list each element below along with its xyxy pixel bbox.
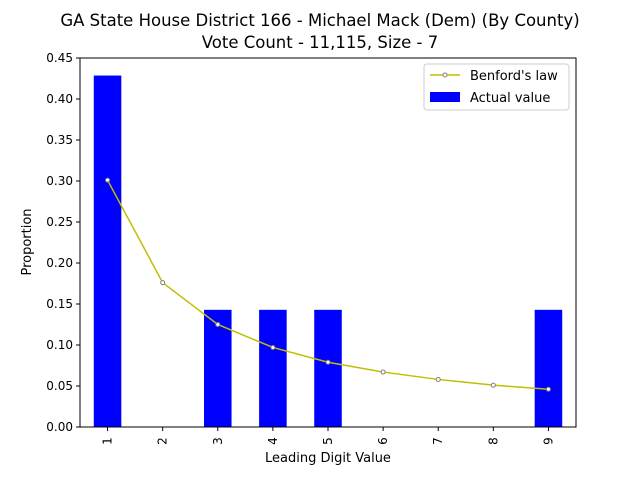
y-tick-label: 0.45 xyxy=(46,51,73,65)
x-tick-label: 1 xyxy=(101,437,115,445)
x-tick-label: 3 xyxy=(211,437,225,445)
y-tick-label: 0.15 xyxy=(46,297,73,311)
y-tick-label: 0.20 xyxy=(46,256,73,270)
legend-bar-swatch xyxy=(430,92,460,102)
y-tick-label: 0.25 xyxy=(46,215,73,229)
bar-4 xyxy=(259,309,287,427)
y-axis-label: Proportion xyxy=(20,208,35,275)
x-tick-label: 5 xyxy=(321,437,335,445)
x-tick-label: 4 xyxy=(266,437,280,445)
benford-point-2 xyxy=(160,280,166,286)
y-tick-label: 0.05 xyxy=(46,379,73,393)
benford-point-3 xyxy=(215,322,221,327)
chart-subtitle: Vote Count - 11,115, Size - 7 xyxy=(201,33,439,52)
y-tick-label: 0.30 xyxy=(46,174,73,188)
benford-point-9 xyxy=(545,386,551,392)
bar-1 xyxy=(93,75,122,427)
x-tick-label: 7 xyxy=(431,437,445,445)
bars-group xyxy=(93,75,563,427)
legend-label-benford: Benford's law xyxy=(470,69,558,84)
bar-5 xyxy=(314,309,342,427)
benford-point-7 xyxy=(435,376,441,382)
benford-point-1 xyxy=(105,177,111,183)
y-tick-label: 0.40 xyxy=(46,92,73,106)
x-tick-label: 8 xyxy=(486,437,500,445)
x-axis-label: Leading Digit Value xyxy=(265,451,391,466)
bar-3 xyxy=(204,309,232,427)
x-axis: 1 2 3 4 5 6 7 8 9 xyxy=(101,427,555,445)
y-tick-label: 0.35 xyxy=(46,133,73,147)
x-tick-label: 6 xyxy=(376,437,390,445)
y-tick-label: 0.10 xyxy=(46,338,73,352)
benford-point-8 xyxy=(490,382,496,388)
legend-label-actual: Actual value xyxy=(470,91,550,106)
benford-point-5 xyxy=(325,359,331,365)
legend-line-marker xyxy=(442,72,448,78)
legend: Benford's law Actual value xyxy=(423,63,570,111)
y-axis: 0.00 0.05 0.10 0.15 0.20 0.25 0.30 0.35 0.40 0.45 xyxy=(46,51,80,434)
bar-9 xyxy=(534,309,563,427)
y-tick-label: 0.00 xyxy=(46,420,73,434)
legend-frame xyxy=(423,63,570,111)
benford-line-group xyxy=(105,177,551,392)
x-tick-label: 9 xyxy=(541,437,555,445)
x-tick-label: 2 xyxy=(156,437,170,445)
benford-point-4 xyxy=(270,344,276,350)
chart-title: GA State House District 166 - Michael Ma… xyxy=(60,11,580,30)
benford-point-6 xyxy=(380,369,386,375)
